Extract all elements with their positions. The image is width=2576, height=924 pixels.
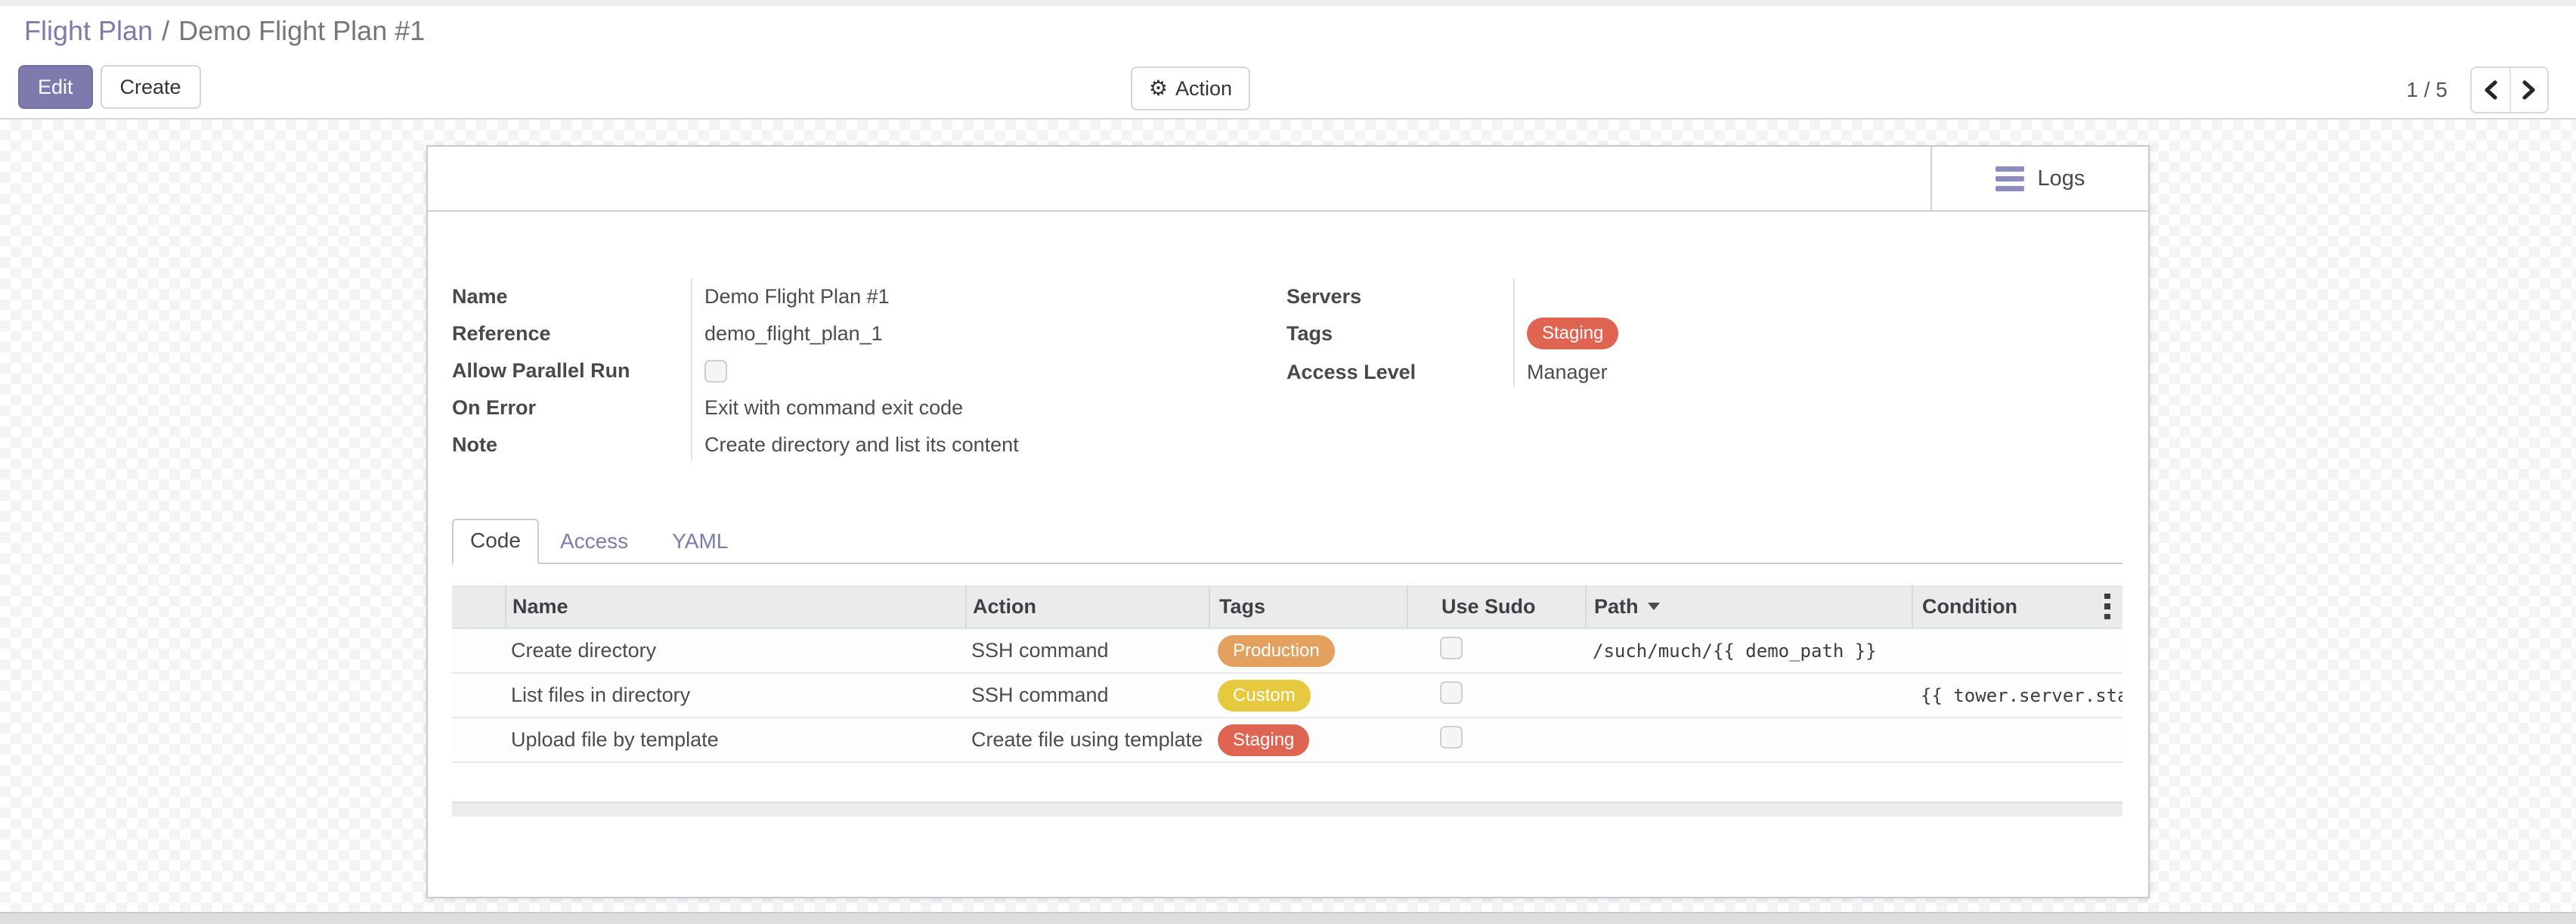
- gear-icon: ⚙︎: [1148, 76, 1169, 100]
- row-handle-column-header: [452, 585, 505, 628]
- field-reference: Reference demo_flight_plan_1: [452, 315, 1276, 352]
- cell-name: Create directory: [511, 639, 657, 662]
- breadcrumb-parent-link[interactable]: Flight Plan: [24, 15, 153, 46]
- field-reference-label: Reference: [452, 322, 551, 345]
- button-box: Logs: [428, 147, 2148, 212]
- field-servers-label: Servers: [1286, 284, 1362, 308]
- field-servers: Servers: [1286, 278, 1952, 315]
- record-card: Logs Name Demo Flight Plan #1 Reference …: [426, 145, 2150, 898]
- field-on-error-value: Exit with command exit code: [704, 396, 964, 419]
- pager-next-button[interactable]: [2509, 68, 2547, 112]
- control-panel: Flight Plan / Demo Flight Plan #1 Edit Cre…: [0, 6, 2576, 119]
- menu-icon: [1995, 166, 2024, 191]
- chevron-left-icon: [2485, 80, 2497, 100]
- table-row[interactable]: Upload file by template Create file usin…: [452, 718, 2122, 763]
- allow-parallel-run-checkbox[interactable]: [704, 359, 727, 383]
- column-header-condition[interactable]: Condition: [1912, 585, 2122, 628]
- table-row[interactable]: List files in directory SSH command Cust…: [452, 674, 2122, 718]
- use-sudo-checkbox[interactable]: [1440, 637, 1463, 659]
- action-menu-label: Action: [1175, 76, 1233, 100]
- field-note-label: Note: [452, 433, 497, 456]
- tab-yaml[interactable]: YAML: [672, 529, 729, 553]
- pager-previous-button[interactable]: [2472, 68, 2509, 112]
- create-button[interactable]: Create: [100, 65, 201, 109]
- field-name: Name Demo Flight Plan #1: [452, 278, 1276, 315]
- field-name-label: Name: [452, 285, 508, 308]
- field-reference-value: demo_flight_plan_1: [704, 322, 883, 345]
- notebook-tabs: Code Access YAML: [452, 519, 2122, 564]
- column-header-use-sudo[interactable]: Use Sudo: [1407, 585, 1585, 628]
- tag-badge-staging: Staging: [1527, 318, 1619, 349]
- field-note-value: Create directory and list its content: [704, 433, 1019, 456]
- tag-badge-custom: Custom: [1218, 679, 1311, 712]
- tab-access[interactable]: Access: [559, 529, 629, 553]
- field-on-error: On Error Exit with command exit code: [452, 389, 1276, 426]
- field-access-level: Access Level Manager: [1286, 354, 1952, 390]
- breadcrumb-current: Demo Flight Plan #1: [178, 15, 426, 46]
- command-lines-table: Name Action Tags Use Sudo Path Condition…: [452, 585, 2122, 763]
- window-scrollbar[interactable]: [0, 912, 2576, 924]
- column-header-name[interactable]: Name: [505, 585, 965, 628]
- cell-path: /such/much/{{ demo_path }}: [1593, 640, 1877, 662]
- field-access-level-label: Access Level: [1286, 360, 1416, 383]
- pager-value: 1 / 5: [2406, 78, 2448, 101]
- cell-name: List files in directory: [511, 684, 691, 706]
- field-group-left: Name Demo Flight Plan #1 Reference demo_…: [452, 278, 1276, 464]
- edit-button[interactable]: Edit: [18, 65, 93, 109]
- use-sudo-checkbox[interactable]: [1440, 681, 1463, 704]
- column-header-action[interactable]: Action: [965, 585, 1209, 628]
- tag-badge-production: Production: [1218, 634, 1335, 667]
- chevron-right-icon: [2522, 80, 2535, 100]
- use-sudo-checkbox[interactable]: [1440, 726, 1463, 749]
- field-allow-parallel-run: Allow Parallel Run: [452, 352, 1276, 389]
- table-header-row: Name Action Tags Use Sudo Path Condition: [452, 585, 2122, 629]
- field-group-right: Servers Tags Staging Access Level Manage…: [1286, 278, 1952, 390]
- breadcrumb-separator: /: [162, 15, 170, 46]
- control-panel-buttons: Edit Create: [18, 65, 201, 109]
- field-tags: Tags Staging: [1286, 315, 1952, 352]
- cell-condition: {{ tower.server.sta: [1921, 684, 2122, 706]
- cell-action: SSH command: [971, 684, 1109, 706]
- cell-action: Create file using template: [971, 728, 1203, 751]
- breadcrumb: Flight Plan / Demo Flight Plan #1: [24, 15, 425, 47]
- column-header-path[interactable]: Path: [1585, 585, 1912, 628]
- tab-code[interactable]: Code: [452, 519, 539, 564]
- pager: 1 / 5: [2407, 67, 2549, 113]
- field-allow-parallel-run-label: Allow Parallel Run: [452, 359, 630, 382]
- cell-name: Upload file by template: [511, 728, 719, 751]
- field-tags-label: Tags: [1286, 321, 1333, 345]
- table-horizontal-scrollbar[interactable]: [452, 802, 2122, 817]
- sort-desc-icon: [1647, 603, 1660, 610]
- window-top-strip: [0, 0, 2576, 6]
- field-access-level-value: Manager: [1527, 360, 1608, 383]
- pager-buttons: [2470, 67, 2549, 113]
- cell-action: SSH command: [971, 639, 1109, 662]
- table-row[interactable]: Create directory SSH command Production …: [452, 629, 2122, 674]
- field-note: Note Create directory and list its conte…: [452, 426, 1276, 464]
- action-menu-button[interactable]: ⚙︎ Action: [1131, 67, 1250, 110]
- field-name-value: Demo Flight Plan #1: [704, 285, 890, 308]
- field-on-error-label: On Error: [452, 396, 537, 419]
- kebab-icon[interactable]: [2097, 591, 2118, 622]
- logs-button[interactable]: Logs: [1930, 147, 2148, 210]
- tag-badge-staging: Staging: [1218, 724, 1310, 756]
- column-header-tags[interactable]: Tags: [1209, 585, 1407, 628]
- logs-button-label: Logs: [2037, 166, 2085, 191]
- content-area: Logs Name Demo Flight Plan #1 Reference …: [0, 119, 2576, 912]
